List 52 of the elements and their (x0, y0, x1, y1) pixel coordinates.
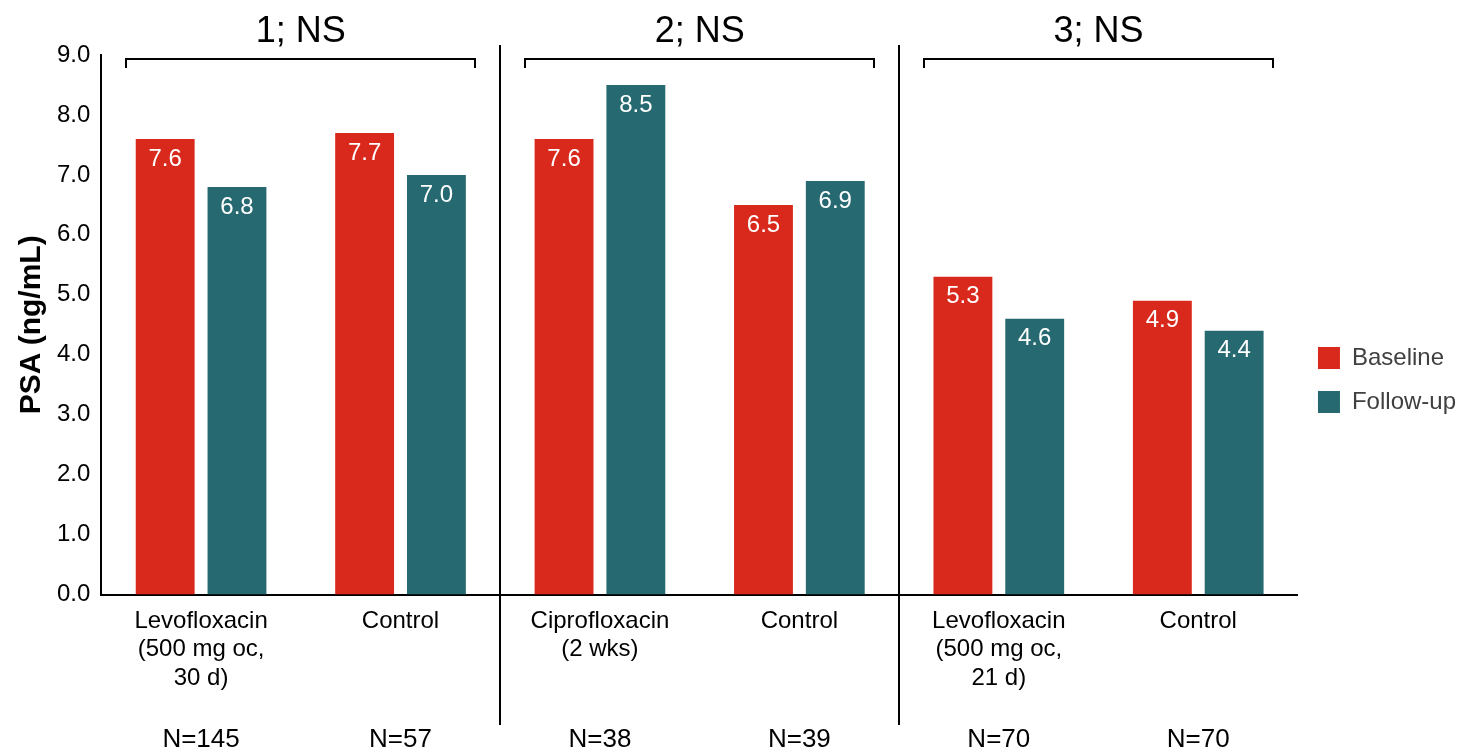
data-label: 4.9 (1145, 305, 1180, 333)
legend-label: Baseline (1351, 342, 1445, 370)
bar (534, 138, 594, 595)
data-label: 4.4 (1217, 335, 1251, 363)
data-label: 6.8 (220, 191, 254, 219)
y-axis-title: PSA (ng/mL) (13, 235, 47, 415)
x-tick-label: Control (361, 605, 440, 633)
x-tick-label: Ciprofloxacin (2 wks) (530, 605, 670, 662)
data-label: 7.0 (419, 179, 454, 207)
bar (606, 84, 666, 595)
data-label: 6.9 (818, 185, 852, 213)
bar (933, 276, 993, 595)
x-tick-label: Control (1159, 605, 1237, 633)
data-label: 6.5 (746, 209, 781, 237)
data-label: 7.7 (347, 137, 382, 165)
bar (335, 132, 395, 595)
data-label: 8.5 (619, 89, 653, 117)
text: N=57 (369, 723, 432, 754)
y-tick-label: 5.0 (56, 279, 91, 307)
bar (1204, 330, 1264, 595)
text: N=70 (1166, 723, 1230, 754)
text: N=39 (767, 723, 831, 754)
x-tick-label: Levofloxacin (500 mg oc, 21 d) (932, 605, 1066, 691)
y-tick-label: 0.0 (56, 579, 91, 607)
text: N=38 (568, 723, 632, 754)
bar (406, 174, 466, 595)
data-label: 4.6 (1018, 323, 1052, 351)
text: 2; NS (654, 8, 745, 50)
y-tick-label: 1.0 (56, 519, 91, 547)
bar (135, 138, 195, 595)
y-tick-label: 6.0 (56, 219, 91, 247)
data-label: 7.6 (547, 143, 581, 171)
y-tick-label: 7.0 (56, 159, 91, 187)
bar (734, 204, 793, 595)
x-tick-label: Levofloxacin (500 mg oc, 30 d) (134, 605, 268, 691)
y-tick-label: 9.0 (56, 39, 91, 67)
y-tick-label: 2.0 (56, 459, 91, 487)
text: N=145 (162, 723, 240, 754)
x-tick-label: Control (760, 605, 839, 633)
y-tick-label: 3.0 (56, 399, 91, 427)
bar (1005, 318, 1065, 595)
legend-label: Follow-up (1351, 386, 1457, 414)
bar (1132, 300, 1192, 595)
text: 1; NS (255, 8, 346, 50)
y-tick-label: 8.0 (56, 99, 91, 127)
data-label: 5.3 (946, 281, 980, 309)
text: N=70 (967, 723, 1031, 754)
data-label: 7.6 (148, 143, 182, 171)
text: 3; NS (1053, 8, 1144, 50)
y-tick-label: 4.0 (56, 339, 91, 367)
bar (805, 180, 865, 595)
bar (207, 186, 267, 595)
